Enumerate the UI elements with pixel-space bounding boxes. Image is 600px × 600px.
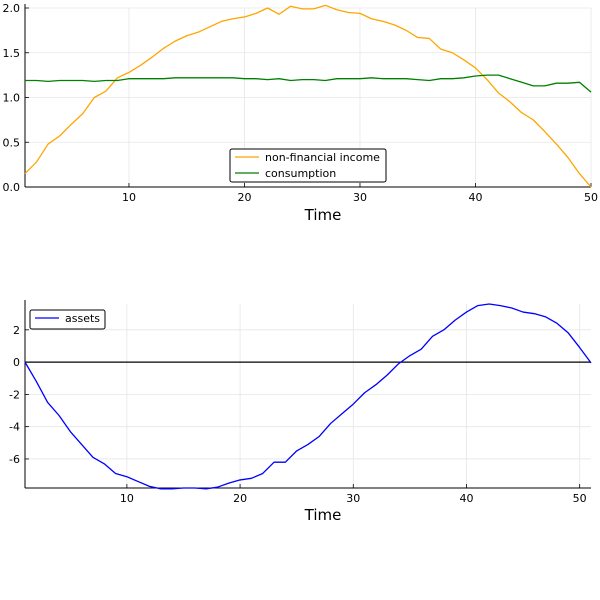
legend-label: consumption	[265, 167, 336, 180]
x-tick-label: 30	[353, 191, 367, 204]
x-axis-label: Time	[304, 506, 342, 524]
y-tick-label: 1.5	[3, 47, 21, 60]
x-tick-label: 10	[122, 191, 136, 204]
y-tick-label: -4	[9, 421, 20, 434]
legend: non-financial income consumption	[229, 148, 387, 183]
series-line-assets	[24, 303, 592, 490]
legend-box	[29, 309, 106, 330]
y-tick-label: 0.5	[3, 136, 21, 149]
y-tick-label: -6	[9, 453, 20, 466]
x-tick-label: 50	[573, 492, 587, 505]
series-line-non-financial-income	[24, 4, 592, 188]
y-tick-label: 2.0	[3, 2, 21, 15]
chart-2: 10 20 30 40 50 -6 -4 -2 0 2 Time assets	[9, 300, 592, 524]
x-tick-label: 40	[459, 492, 473, 505]
x-axis-label: Time	[304, 206, 342, 224]
y-tick-label: 0.0	[3, 181, 21, 194]
series-line-consumption	[25, 74, 592, 93]
x-tick-label: 30	[346, 492, 360, 505]
chart-1: 10 20 30 40 50 0.0 0.5 1.0 1.5 2.0 Time non-financi…	[3, 2, 599, 224]
y-tick-label: 1.0	[3, 92, 21, 105]
y-tick-label: 2	[13, 324, 20, 337]
legend-box	[229, 148, 387, 183]
x-tick-label: 20	[237, 191, 251, 204]
y-tick-label: 0	[13, 356, 20, 369]
legend-label: non-financial income	[265, 151, 380, 164]
legend-label: assets	[65, 312, 100, 325]
y-tick-label: -2	[9, 388, 20, 401]
x-tick-label: 20	[233, 492, 247, 505]
x-tick-label: 50	[584, 191, 598, 204]
legend: assets	[29, 309, 106, 330]
x-tick-label: 40	[468, 191, 482, 204]
x-tick-label: 10	[120, 492, 134, 505]
